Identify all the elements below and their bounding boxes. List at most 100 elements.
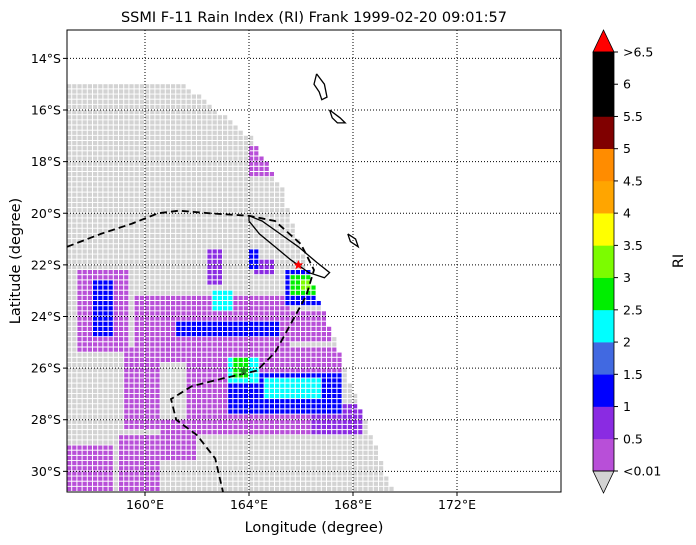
swath-cell (306, 316, 311, 321)
swath-cell (249, 362, 254, 368)
swath-cell (301, 306, 306, 311)
swath-cell (124, 254, 129, 259)
swath-cell (327, 337, 332, 342)
swath-cell (228, 352, 233, 357)
swath-cell (129, 223, 134, 228)
swath-cell (108, 430, 113, 435)
swath-cell (176, 476, 181, 481)
swath-cell (129, 182, 134, 187)
swath-cell (165, 342, 170, 347)
swath-cell (186, 440, 191, 445)
swath-cell (228, 244, 233, 249)
swath-cell (139, 368, 144, 373)
swath-cell (72, 311, 77, 316)
swath-cell (150, 362, 155, 368)
swath-cell (87, 404, 92, 409)
swath-cell (269, 306, 274, 311)
swath-cell (139, 270, 144, 275)
swath-cell (98, 84, 103, 89)
swath-cell (243, 301, 248, 306)
swath-cell (165, 373, 170, 378)
swath-cell (72, 197, 77, 202)
swath-cell (124, 352, 129, 357)
swath-cell (217, 182, 222, 187)
swath-cell (160, 486, 165, 491)
swath-cell (233, 419, 238, 424)
swath-cell (238, 424, 243, 430)
swath-cell (93, 104, 98, 109)
swath-cell (155, 202, 160, 208)
swath-cell (238, 486, 243, 491)
swath-cell (113, 244, 118, 249)
swath-cell (119, 455, 124, 461)
swath-cell (165, 368, 170, 373)
swath-cell (285, 316, 290, 321)
swath-cell (98, 254, 103, 259)
swath-cell (171, 424, 176, 430)
swath-cell (171, 151, 176, 156)
swath-cell (150, 311, 155, 316)
swath-cell (254, 280, 259, 285)
swath-cell (342, 404, 347, 409)
swath-cell (119, 440, 124, 445)
swath-cell (228, 326, 233, 331)
swath-cell (176, 466, 181, 471)
swath-cell (67, 161, 72, 166)
swath-cell (280, 424, 285, 430)
swath-cell (197, 440, 202, 445)
swath-cell (87, 373, 92, 378)
swath-cell (223, 146, 228, 151)
swath-cell (342, 435, 347, 440)
swath-cell (124, 450, 129, 455)
swath-cell (243, 404, 248, 409)
swath-cell (295, 342, 300, 347)
swath-cell (275, 430, 280, 435)
swath-cell (321, 481, 326, 486)
swath-cell (301, 497, 305, 501)
swath-cell (98, 476, 103, 481)
swath-cell (290, 450, 295, 455)
swath-cell (77, 197, 82, 202)
swath-cell (119, 177, 124, 182)
swath-cell (379, 497, 383, 501)
swath-cell (82, 161, 87, 166)
swath-cell (202, 332, 207, 337)
swath-cell (67, 301, 72, 306)
swath-cell (228, 254, 233, 259)
swath-cell (290, 362, 295, 368)
swath-cell (82, 326, 87, 331)
swath-cell (311, 357, 316, 362)
swath-cell (191, 486, 196, 491)
swath-cell (207, 187, 212, 192)
swath-cell (275, 218, 280, 223)
swath-cell (321, 373, 326, 378)
swath-cell (129, 388, 134, 393)
swath-cell (301, 435, 306, 440)
swath-cell (259, 373, 264, 378)
swath-cell (243, 357, 248, 362)
swath-cell (290, 414, 295, 419)
swath-cell (295, 316, 300, 321)
swath-cell (264, 161, 269, 166)
swath-cell (217, 192, 222, 197)
swath-cell (207, 275, 212, 280)
swath-cell (165, 244, 170, 249)
swath-cell (186, 326, 191, 331)
y-tick-label: 18°S (31, 154, 61, 169)
swath-cell (202, 166, 207, 171)
swath-cell (113, 192, 118, 197)
swath-cell (124, 259, 129, 264)
swath-cell (316, 461, 321, 466)
swath-cell (197, 486, 202, 491)
swath-cell (87, 94, 92, 99)
swath-cell (228, 161, 233, 166)
swath-cell (290, 445, 295, 450)
swath-cell (249, 466, 254, 471)
swath-cell (238, 440, 243, 445)
swath-cell (238, 321, 243, 326)
swath-cell (321, 357, 326, 362)
swath-cell (134, 110, 139, 115)
swath-cell (124, 409, 129, 414)
swath-cell (77, 347, 82, 352)
swath-cell (113, 202, 118, 208)
